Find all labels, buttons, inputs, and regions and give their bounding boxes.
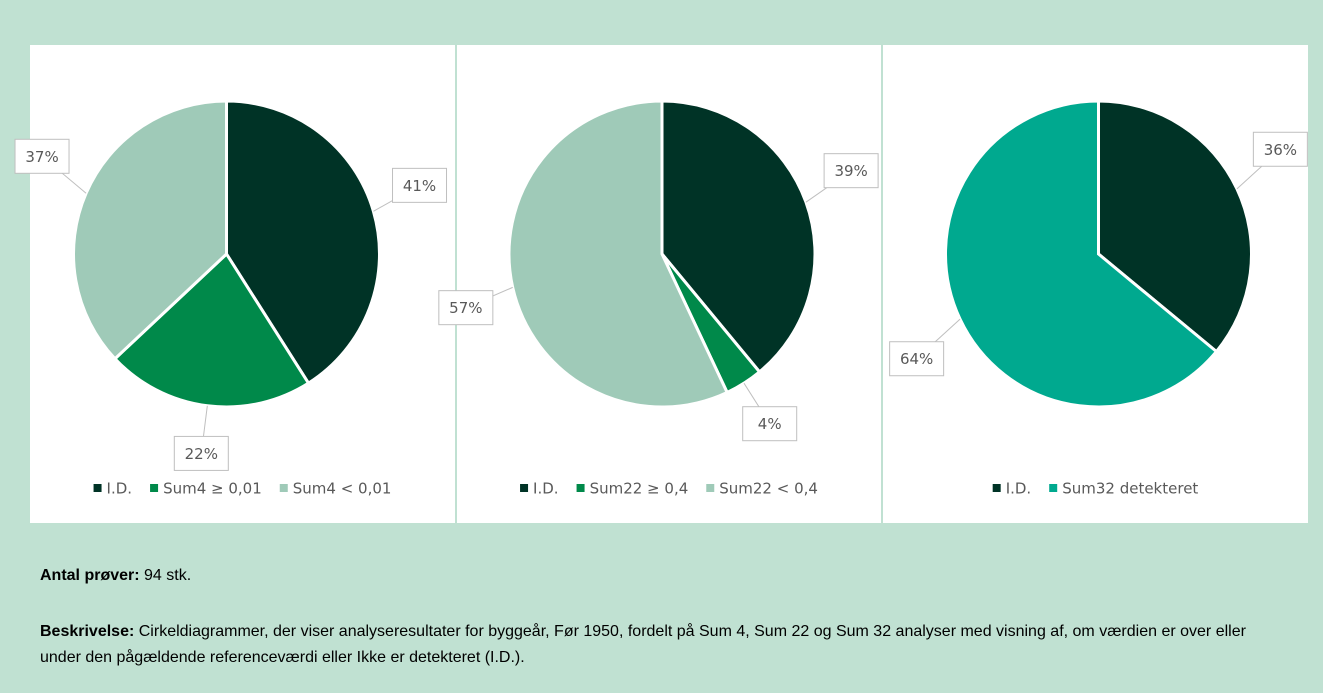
legend-marker bbox=[706, 484, 715, 492]
data-label: 22% bbox=[185, 445, 218, 463]
legend-marker bbox=[93, 484, 102, 492]
samples: Antal prøver: 94 stk. bbox=[40, 563, 1290, 589]
data-label: 41% bbox=[403, 177, 436, 195]
label-box bbox=[438, 290, 494, 326]
label-box bbox=[823, 153, 879, 189]
legend-label: Sum22 < 0,4 bbox=[719, 480, 818, 498]
legend-label: Sum32 detekteret bbox=[1062, 480, 1198, 498]
label-box bbox=[1252, 131, 1308, 167]
data-label: 64% bbox=[900, 350, 933, 368]
pie-slice bbox=[944, 99, 1219, 409]
legend-marker bbox=[279, 484, 288, 492]
legend-label: Sum22 ≥ 0,4 bbox=[590, 480, 689, 498]
legend-label: I.D. bbox=[533, 480, 559, 498]
label-box bbox=[889, 341, 945, 377]
data-label: 39% bbox=[834, 162, 867, 180]
description: Beskrivelse: Cirkeldiagrammer, der viser… bbox=[40, 619, 1290, 671]
description-text: Cirkeldiagrammer, der viser analyseresul… bbox=[40, 623, 1246, 666]
samples-value: 94 stk. bbox=[144, 567, 192, 584]
legend-label: I.D. bbox=[1006, 480, 1032, 498]
label-box bbox=[14, 138, 70, 174]
pie-slice bbox=[72, 99, 228, 361]
data-label: 4% bbox=[758, 415, 782, 433]
legend-marker bbox=[992, 484, 1001, 492]
pie-slice bbox=[112, 251, 311, 409]
legend-label: I.D. bbox=[107, 480, 133, 498]
label-box bbox=[173, 435, 229, 471]
label-box bbox=[392, 167, 448, 203]
data-label: 36% bbox=[1264, 141, 1297, 159]
legend-label: Sum4 ≥ 0,01 bbox=[163, 480, 262, 498]
legend-marker bbox=[1049, 484, 1058, 492]
description-label: Beskrivelse: bbox=[40, 623, 135, 640]
data-label: 37% bbox=[25, 148, 58, 166]
pie-slice bbox=[507, 99, 730, 409]
samples-label: Antal prøver: bbox=[40, 567, 140, 584]
data-label: 57% bbox=[449, 299, 482, 317]
legend-label: Sum4 < 0,01 bbox=[293, 480, 392, 498]
legend-marker bbox=[520, 484, 529, 492]
legend-marker bbox=[576, 484, 585, 492]
legend-marker bbox=[150, 484, 159, 492]
charts: 41% 22% 37% I.D. Sum4 ≥ 0,01 Sum4 < 0,01 39% 4%… bbox=[14, 45, 1308, 523]
label-box bbox=[742, 406, 798, 442]
pie-slice bbox=[660, 99, 817, 375]
